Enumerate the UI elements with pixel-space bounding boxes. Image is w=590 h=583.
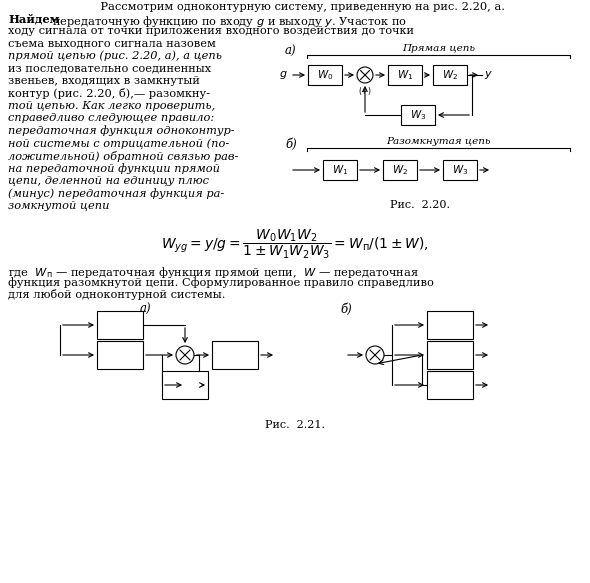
Text: передаточную функцию по входу $g$ и выходу $y$. Участок по: передаточную функцию по входу $g$ и выхо… bbox=[52, 14, 407, 29]
Text: звеньев, входящих в замкнутый: звеньев, входящих в замкнутый bbox=[8, 76, 200, 86]
Text: б): б) bbox=[285, 138, 297, 151]
Bar bbox=[388, 65, 422, 85]
Bar bbox=[427, 371, 473, 399]
Text: Рис.  2.21.: Рис. 2.21. bbox=[265, 420, 325, 430]
Text: функция разомкнутой цепи. Сформулированное правило справедливо: функция разомкнутой цепи. Сформулированн… bbox=[8, 277, 434, 288]
Text: Прямая цепь: Прямая цепь bbox=[402, 44, 475, 53]
Text: съема выходного сигнала назовем: съема выходного сигнала назовем bbox=[8, 38, 216, 48]
Text: $W_2$: $W_2$ bbox=[392, 163, 408, 177]
Text: Разомкнутая цепь: Разомкнутая цепь bbox=[386, 137, 491, 146]
Circle shape bbox=[366, 346, 384, 364]
Text: Рис.  2.20.: Рис. 2.20. bbox=[390, 200, 450, 210]
Bar bbox=[97, 311, 143, 339]
Bar bbox=[427, 341, 473, 369]
Text: ложительной) обратной связью рав-: ложительной) обратной связью рав- bbox=[8, 150, 238, 161]
Text: $W_{yg} = y/g = \dfrac{W_0 W_1 W_2}{1 \pm W_1 W_2 W_3} = W_{\text{п}}/(1 \pm W),: $W_{yg} = y/g = \dfrac{W_0 W_1 W_2}{1 \p… bbox=[161, 228, 429, 261]
Text: где  $W_{\text{п}}$ — передаточная функция прямой цепи,  $W$ — передаточная: где $W_{\text{п}}$ — передаточная функци… bbox=[8, 265, 419, 280]
Circle shape bbox=[357, 67, 373, 83]
Bar bbox=[162, 371, 208, 399]
Bar bbox=[212, 341, 258, 369]
Bar bbox=[323, 160, 357, 180]
Text: прямой цепью (рис. 2.20, а), а цепь: прямой цепью (рис. 2.20, а), а цепь bbox=[8, 51, 222, 61]
Text: контур (рис. 2.20, б),— разомкну-: контур (рис. 2.20, б),— разомкну- bbox=[8, 88, 210, 99]
Bar bbox=[308, 65, 342, 85]
Text: $g$: $g$ bbox=[279, 69, 288, 81]
Text: ходу сигнала от точки приложения входного воздействия до точки: ходу сигнала от точки приложения входног… bbox=[8, 26, 414, 36]
Text: а): а) bbox=[140, 303, 152, 316]
Text: (минус) передаточная функция ра-: (минус) передаточная функция ра- bbox=[8, 188, 224, 199]
Bar bbox=[383, 160, 417, 180]
Text: зомкнутой цепи: зомкнутой цепи bbox=[8, 201, 110, 210]
Bar bbox=[433, 65, 467, 85]
Text: $W_1$: $W_1$ bbox=[397, 68, 413, 82]
Text: Рассмотрим одноконтурную систему, приведенную на рис. 2.20, а.: Рассмотрим одноконтурную систему, привед… bbox=[86, 2, 504, 12]
Text: $W_3$: $W_3$ bbox=[452, 163, 468, 177]
Text: ной системы с отрицательной (по-: ной системы с отрицательной (по- bbox=[8, 138, 230, 149]
Text: Найдем: Найдем bbox=[8, 14, 60, 25]
Text: $W_0$: $W_0$ bbox=[317, 68, 333, 82]
Bar bbox=[401, 105, 435, 125]
Text: той цепью. Как легко проверить,: той цепью. Как легко проверить, bbox=[8, 100, 215, 111]
Text: передаточная функция одноконтур-: передаточная функция одноконтур- bbox=[8, 125, 235, 136]
Text: $W_1$: $W_1$ bbox=[332, 163, 348, 177]
Text: $(+)$: $(+)$ bbox=[358, 85, 372, 97]
Text: а): а) bbox=[285, 45, 297, 58]
Text: $y$: $y$ bbox=[484, 69, 493, 81]
Circle shape bbox=[176, 346, 194, 364]
Text: для любой одноконтурной системы.: для любой одноконтурной системы. bbox=[8, 289, 225, 300]
Text: б): б) bbox=[340, 303, 352, 316]
Text: $W_2$: $W_2$ bbox=[442, 68, 458, 82]
Bar bbox=[427, 311, 473, 339]
Bar bbox=[97, 341, 143, 369]
Text: $W_3$: $W_3$ bbox=[410, 108, 426, 122]
Text: цепи, деленной на единицу плюс: цепи, деленной на единицу плюс bbox=[8, 175, 209, 186]
Bar bbox=[443, 160, 477, 180]
Text: справедливо следующее правило:: справедливо следующее правило: bbox=[8, 113, 214, 123]
Text: на передаточной функции прямой: на передаточной функции прямой bbox=[8, 163, 220, 174]
Text: из последовательно соединенных: из последовательно соединенных bbox=[8, 63, 211, 73]
